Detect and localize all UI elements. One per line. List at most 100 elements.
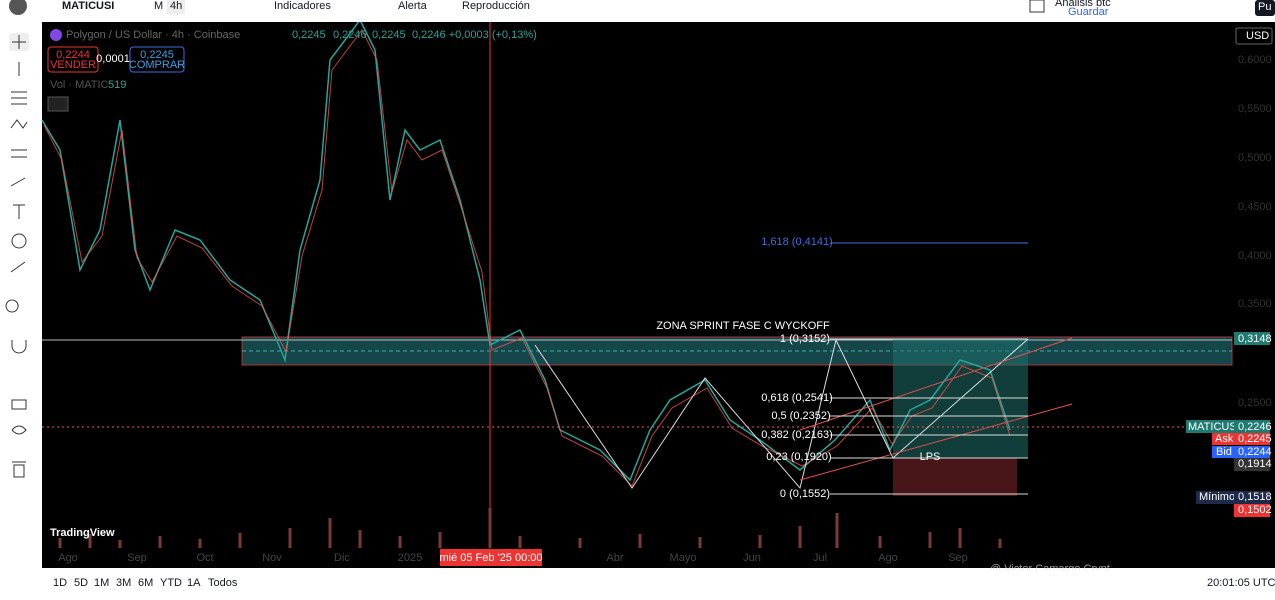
replay[interactable]: Reproducción bbox=[462, 0, 530, 12]
lps-label: LPS bbox=[920, 451, 941, 463]
sell-button[interactable] bbox=[47, 46, 99, 73]
indicators[interactable]: Indicadores bbox=[274, 0, 331, 12]
time-label: Sep bbox=[127, 552, 147, 564]
badge bbox=[1212, 446, 1234, 458]
zone-label: ZONA SPRINT FASE C WYCKOFF bbox=[656, 320, 830, 332]
badge-low: 0,1502 bbox=[1238, 504, 1272, 516]
time-label: Nov bbox=[262, 552, 282, 564]
badge-ask: 0,2245 bbox=[1238, 433, 1272, 445]
legend-close: 0,2246 +0,0003 (+0,13%) bbox=[412, 29, 537, 41]
legend-low: 0,2245 bbox=[372, 29, 406, 41]
price-tick: 0,4500 bbox=[1238, 201, 1272, 213]
cursor-badge bbox=[440, 549, 542, 566]
currency-button[interactable] bbox=[1235, 27, 1273, 45]
badge bbox=[1234, 420, 1270, 433]
currency[interactable]: USD bbox=[1246, 30, 1269, 42]
buy-label[interactable]: COMPRAR bbox=[129, 59, 185, 71]
interval-bg bbox=[167, 0, 185, 14]
symbol-logo bbox=[50, 29, 62, 41]
time-label: Ago bbox=[878, 552, 898, 564]
badge bbox=[1234, 433, 1270, 445]
fib-label: 0,5 (0,2352) bbox=[771, 410, 830, 422]
volume bbox=[58, 508, 1002, 548]
time-label: Abr bbox=[606, 552, 623, 564]
range-button[interactable]: YTD bbox=[160, 577, 182, 589]
range-button[interactable]: Todos bbox=[208, 577, 238, 589]
badge-zone: 0,3148 bbox=[1238, 333, 1272, 345]
range-button[interactable]: 5D bbox=[74, 577, 88, 589]
channel-high bbox=[799, 337, 1073, 431]
badge bbox=[1234, 504, 1270, 517]
legend-high: 0,2246 bbox=[333, 29, 367, 41]
range-button[interactable]: 1A bbox=[187, 577, 201, 589]
sell-price[interactable]: 0,2244 bbox=[56, 49, 90, 61]
time-label: Sep bbox=[948, 552, 968, 564]
avatar[interactable] bbox=[9, 0, 27, 15]
cursor-time: mié 05 Feb '25 00:00 bbox=[439, 552, 542, 564]
badge bbox=[1234, 491, 1270, 504]
toolbar bbox=[0, 0, 1275, 22]
tv-logo: TradingView bbox=[50, 527, 115, 539]
price-path bbox=[41, 18, 1011, 482]
save[interactable]: Guardar bbox=[1068, 6, 1109, 18]
range-button[interactable]: 1D bbox=[53, 577, 67, 589]
badge bbox=[1196, 491, 1234, 504]
badge-min-label: Mínimo bbox=[1199, 491, 1235, 503]
badge-bid: 0,2244 bbox=[1238, 446, 1272, 458]
range-button[interactable]: 1M bbox=[94, 577, 109, 589]
price-tick: 0,3500 bbox=[1238, 298, 1272, 310]
interval[interactable]: 4h bbox=[170, 0, 182, 12]
price-tick: 0,2500 bbox=[1238, 397, 1272, 409]
fib-label: 0,618 (0,2541) bbox=[761, 392, 833, 404]
time-label: Dic bbox=[334, 552, 350, 564]
collapse-button[interactable] bbox=[47, 96, 69, 112]
time-label: Jul bbox=[813, 552, 827, 564]
symbol[interactable]: MATICUSI bbox=[62, 0, 114, 12]
legend-open: 0,2245 bbox=[292, 29, 326, 41]
time-label: Mayo bbox=[670, 552, 697, 564]
fib-label: 0,382 (0,2163) bbox=[761, 429, 833, 441]
fib-label: 1 (0,3152) bbox=[780, 333, 830, 345]
buy-price[interactable]: 0,2245 bbox=[140, 49, 174, 61]
badge-ask-label: Ask bbox=[1215, 433, 1234, 445]
chart-pane bbox=[42, 22, 1232, 568]
badge bbox=[1234, 458, 1270, 471]
long-stop bbox=[893, 458, 1017, 496]
time-label: Jun bbox=[743, 552, 761, 564]
sidebar bbox=[0, 22, 40, 595]
badge bbox=[1234, 446, 1270, 458]
publish-button[interactable] bbox=[1255, 0, 1275, 16]
interval-m[interactable]: M bbox=[154, 0, 163, 12]
badge-symbol: MATICUSD bbox=[1188, 421, 1245, 433]
badge-bid-label: Bid bbox=[1216, 446, 1232, 458]
fib-lines bbox=[830, 338, 1028, 495]
buy-button[interactable] bbox=[129, 46, 185, 73]
checkbox[interactable] bbox=[1029, 0, 1045, 13]
badge bbox=[1186, 420, 1234, 433]
time-label: Ago bbox=[58, 552, 78, 564]
badge-level: 0,1914 bbox=[1238, 458, 1272, 470]
badge bbox=[1234, 332, 1270, 345]
tool-icons bbox=[5, 33, 29, 478]
range-button[interactable]: 6M bbox=[138, 577, 153, 589]
price-path-red bbox=[43, 29, 1011, 487]
price-tick: 0,4000 bbox=[1238, 250, 1272, 262]
badge-min: 0,1518 bbox=[1238, 491, 1272, 503]
price-tick: 0,6000 bbox=[1238, 54, 1272, 66]
volume-value: 519 bbox=[108, 79, 126, 91]
fib-label: 1,618 (0,4141) bbox=[761, 236, 833, 248]
legend-title: Polygon / US Dollar · 4h · Coinbase bbox=[66, 29, 240, 41]
bottom-bar bbox=[0, 570, 1275, 595]
time-label: Oct bbox=[196, 552, 213, 564]
range-button[interactable]: 3M bbox=[116, 577, 131, 589]
price-axis bbox=[1232, 22, 1275, 568]
alert[interactable]: Alerta bbox=[398, 0, 428, 12]
sell-label[interactable]: VENDER bbox=[50, 59, 96, 71]
time-label: 2025 bbox=[398, 552, 422, 564]
fib-label: 0 (0,1552) bbox=[780, 488, 830, 500]
badge bbox=[1212, 433, 1234, 445]
spread: 0,0001 bbox=[96, 53, 130, 65]
publish[interactable]: Pu bbox=[1258, 1, 1271, 13]
layout-name[interactable]: Análisis btc bbox=[1055, 0, 1111, 9]
